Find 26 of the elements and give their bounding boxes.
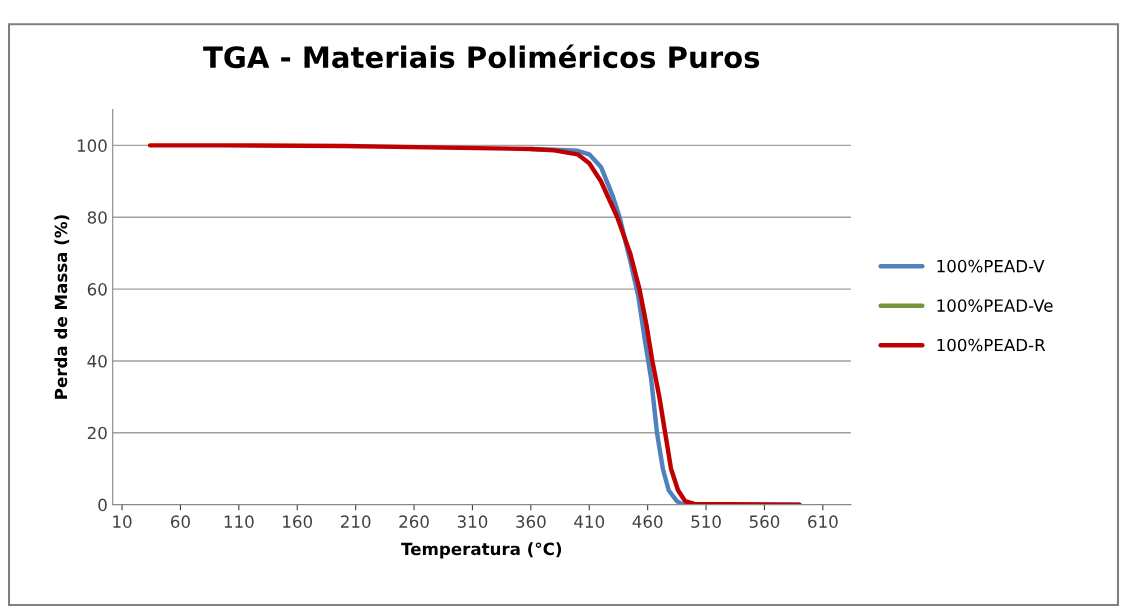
x-tick-label: 410 [574, 515, 605, 528]
x-axis-title: Temperatura (°C) [401, 542, 562, 559]
y-tick-label: 40 [87, 354, 107, 368]
y-tick-label: 0 [98, 498, 107, 512]
x-tick-label: 60 [171, 515, 190, 528]
legend-label: 100%PEAD-Ve [937, 299, 1053, 312]
legend-label: 100%PEAD-R [937, 338, 1046, 352]
x-tick-label: 610 [808, 515, 838, 528]
x-tick-label: 310 [457, 515, 488, 528]
x-tick-label: 460 [632, 515, 663, 528]
y-tick-label: 60 [87, 283, 107, 296]
x-tick-label: 560 [749, 515, 780, 528]
x-tick-label: 360 [516, 515, 546, 528]
y-axis-title: Perda de Massa (%) [54, 215, 70, 399]
chart-title: TGA - Materiais Poliméricos Puros [203, 44, 760, 69]
line-series [147, 143, 802, 505]
x-tick-label: 260 [399, 515, 429, 528]
x-tick-label: 160 [283, 515, 313, 528]
x-tick-label: 210 [340, 515, 371, 528]
y-tick-label: 20 [87, 426, 107, 440]
x-tick-label: 110 [224, 515, 254, 528]
legend-label: 100%PEAD-V [937, 259, 1045, 273]
y-tick-label: 100 [77, 139, 107, 152]
x-tick-label: 510 [691, 515, 721, 528]
y-tick-label: 80 [87, 211, 107, 224]
x-tick-label: 10 [113, 515, 132, 528]
